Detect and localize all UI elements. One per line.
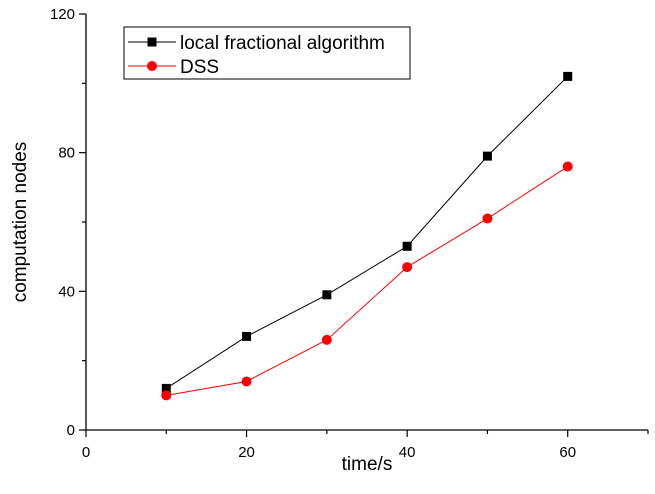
data-point-square (322, 290, 332, 300)
y-tick-label: 0 (67, 422, 75, 439)
y-tick-label: 40 (58, 283, 75, 300)
y-tick-label: 80 (58, 145, 75, 162)
data-point-square (242, 331, 252, 341)
data-point-circle (241, 376, 252, 387)
y-tick-label: 120 (50, 6, 75, 23)
x-axis-ticks: 0 20 40 60 (82, 430, 649, 461)
y-axis-ticks: 0 40 80 120 (50, 6, 86, 439)
legend-marker-square (147, 37, 157, 47)
legend: local fractional algorithm DSS (123, 26, 411, 80)
legend-marker-circle (147, 61, 157, 71)
series-line-0 (166, 76, 569, 389)
data-point-circle (402, 262, 413, 273)
legend-box (123, 26, 411, 80)
x-tick-label: 60 (559, 444, 576, 461)
legend-label-dss: DSS (180, 57, 219, 78)
data-point-square (482, 151, 492, 161)
series-line-1 (166, 166, 568, 396)
data-point-circle (482, 213, 493, 224)
data-point-circle (161, 390, 172, 401)
data-point-circle (562, 161, 573, 172)
y-axis-label: computation nodes (10, 142, 31, 303)
data-point-circle (321, 334, 332, 345)
x-tick-label: 0 (82, 444, 90, 461)
legend-label-local-fractional: local fractional algorithm (180, 33, 385, 54)
data-point-square (161, 383, 171, 393)
x-tick-label: 20 (238, 444, 255, 461)
x-tick-label: 40 (399, 444, 416, 461)
data-point-square (402, 241, 412, 251)
plot-series (161, 71, 573, 401)
x-axis-label: time/s (342, 454, 393, 475)
data-point-square (563, 71, 573, 81)
